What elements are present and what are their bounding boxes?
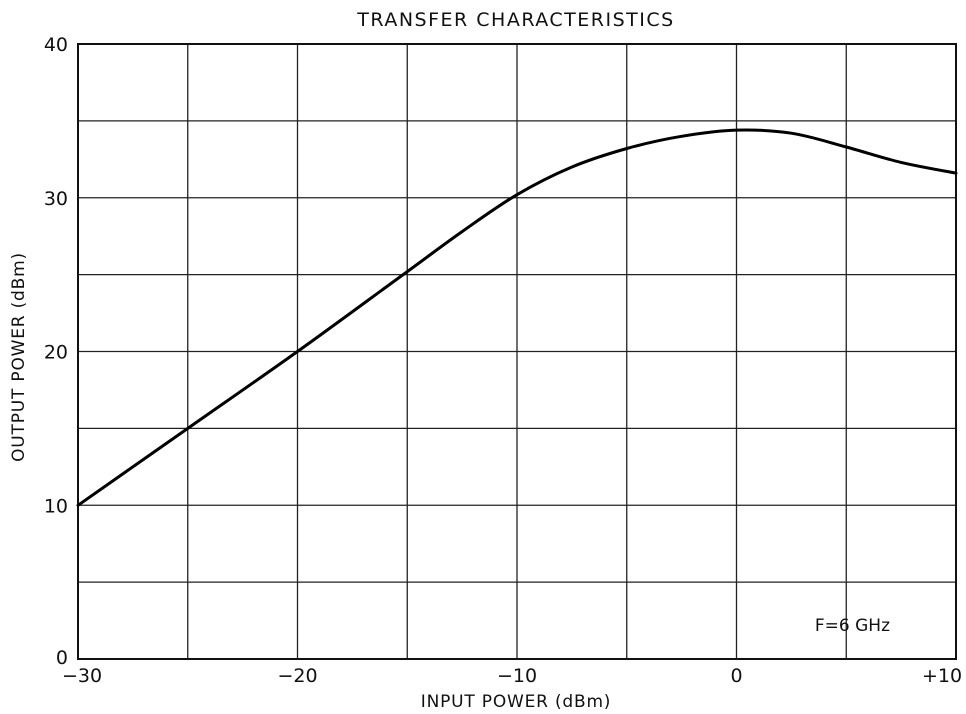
y-tick-label: 20 xyxy=(44,342,68,364)
y-tick-label: 30 xyxy=(44,188,68,210)
y-tick-label: 40 xyxy=(44,34,68,56)
chart-title: TRANSFER CHARACTERISTICS xyxy=(356,9,674,31)
y-tick-label: 0 xyxy=(56,647,68,669)
y-axis-label: OUTPUT POWER (dBm) xyxy=(9,252,29,462)
x-tick-label: +10 xyxy=(922,665,962,687)
transfer-curve xyxy=(76,128,958,507)
grid xyxy=(78,44,956,659)
x-axis-label: INPUT POWER (dBm) xyxy=(421,692,612,712)
x-tick-label: 0 xyxy=(730,665,742,687)
y-tick-label: 10 xyxy=(44,495,68,517)
x-tick-label: −30 xyxy=(62,665,102,687)
frequency-annotation: F=6 GHz xyxy=(815,616,890,636)
plot-frame xyxy=(77,43,957,660)
x-tick-label: −10 xyxy=(497,665,537,687)
x-tick-label: −20 xyxy=(277,665,317,687)
y-tick-labels: 0 10 20 30 40 xyxy=(44,34,68,669)
x-tick-labels: −30 −20 −10 0 +10 xyxy=(62,665,962,687)
